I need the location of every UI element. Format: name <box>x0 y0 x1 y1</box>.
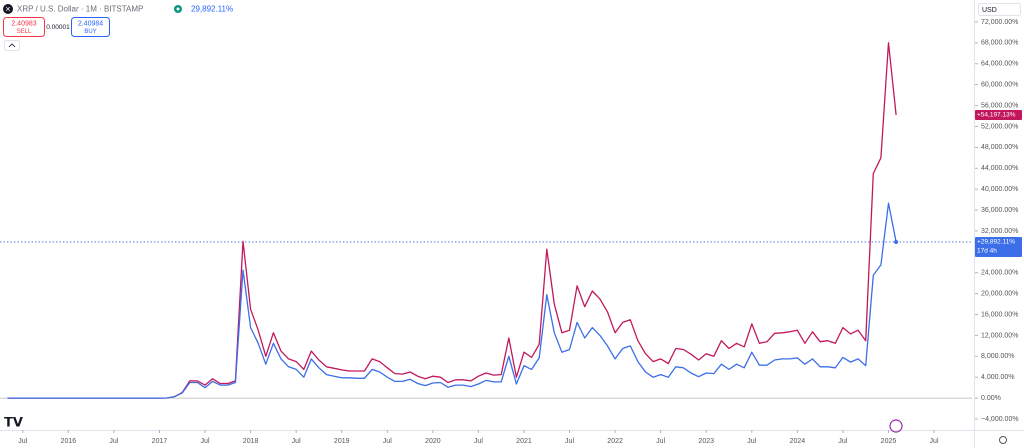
x-tick-label: 2023 <box>698 438 714 445</box>
collapse-button[interactable] <box>4 40 20 51</box>
y-tick-label: 24,000.00% <box>981 270 1018 277</box>
y-tick-label: 36,000.00% <box>981 207 1018 214</box>
x-tick-label: Jul <box>18 438 27 445</box>
x-tick-label: Jul <box>109 438 118 445</box>
change: 29,892.11% <box>191 5 233 14</box>
y-tick-label: 20,000.00% <box>981 290 1018 297</box>
symbol[interactable]: XRP / U.S. Dollar · 1M · BITSTAMP <box>17 5 143 14</box>
y-tick-label: 32,000.00% <box>981 228 1018 235</box>
buy-price: 2.40984 <box>78 20 103 27</box>
y-tick-label: 8,000.00% <box>981 353 1014 360</box>
chevron <box>8 43 16 48</box>
x-tick-label: Jul <box>838 438 847 445</box>
x-tick-label: Jul <box>565 438 574 445</box>
x-tick-label: 2020 <box>425 438 441 445</box>
x-tick-label: 2024 <box>790 438 806 445</box>
x-tick-label: 2019 <box>334 438 350 445</box>
sell-label: SELL <box>17 29 32 35</box>
sell-button[interactable] <box>3 17 45 37</box>
sell-price: 2.40983 <box>11 20 36 27</box>
y-tick-label: 72,000.00% <box>981 19 1018 26</box>
price-label: +54,197.13% <box>977 112 1016 119</box>
status-dot-center <box>176 7 180 11</box>
x-tick-label: 2017 <box>152 438 168 445</box>
x-tick-label: 2016 <box>61 438 77 445</box>
y-tick-label: 48,000.00% <box>981 144 1018 151</box>
x-tick-label: 2025 <box>881 438 897 445</box>
symbol-icon[interactable] <box>3 4 13 14</box>
x-tick-label: Jul <box>383 438 392 445</box>
y-tick-label: 4,000.00% <box>981 374 1014 381</box>
x-tick-label: Jul <box>656 438 665 445</box>
x-tick-label: Jul <box>747 438 756 445</box>
buy-button[interactable] <box>71 17 110 37</box>
x-tick-label: 2018 <box>243 438 259 445</box>
y-tick-label: 12,000.00% <box>981 332 1018 339</box>
settings-icon[interactable] <box>999 436 1007 444</box>
x-tick-label: 2021 <box>516 438 532 445</box>
logo[interactable]: 𝗧𝗩 <box>4 414 23 429</box>
series-line <box>7 202 897 399</box>
y-tick-label: 52,000.00% <box>981 123 1018 130</box>
y-tick-label: −4,000.00% <box>981 416 1019 423</box>
legend: ✕ XRP / U.S. Dollar · 1M · BITSTAMP 29,8… <box>3 4 233 51</box>
spread: 0.00001 <box>46 24 70 31</box>
x-tick-label: Jul <box>474 438 483 445</box>
y-tick-label: 40,000.00% <box>981 186 1018 193</box>
y-tick-label: 64,000.00% <box>981 61 1018 68</box>
currency-button[interactable] <box>978 3 1021 16</box>
countdown: 17d 4h <box>977 248 997 255</box>
buy-label: BUY <box>84 29 96 35</box>
currency: USD <box>982 7 997 14</box>
price-label-box <box>975 109 1022 120</box>
y-tick-label: 16,000.00% <box>981 311 1018 318</box>
event-icon[interactable] <box>889 419 903 433</box>
y-tick-label: 56,000.00% <box>981 102 1018 109</box>
y-tick-label: 60,000.00% <box>981 81 1018 88</box>
x-tick-label: Jul <box>930 438 939 445</box>
y-tick-label: 68,000.00% <box>981 40 1018 47</box>
last-point <box>894 239 899 244</box>
x-tick-label: 2022 <box>607 438 623 445</box>
y-tick-label: 44,000.00% <box>981 165 1018 172</box>
price-label: +29,892.11% <box>977 239 1015 246</box>
x-tick-label: Jul <box>201 438 210 445</box>
x-tick-label: Jul <box>292 438 301 445</box>
price-label-box <box>975 236 1022 257</box>
icon-glyph: ✕ <box>5 6 11 13</box>
y-tick-label: 0.00% <box>981 395 1001 402</box>
